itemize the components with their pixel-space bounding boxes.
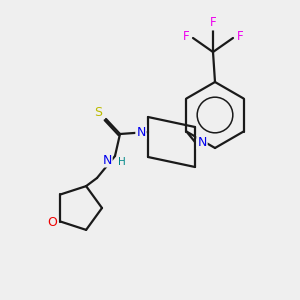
Text: N: N	[136, 125, 146, 139]
Text: F: F	[210, 16, 216, 29]
Text: F: F	[183, 29, 189, 43]
Text: S: S	[94, 106, 102, 119]
Text: O: O	[47, 216, 57, 229]
Text: N: N	[197, 136, 207, 148]
Text: N: N	[102, 154, 112, 166]
Text: H: H	[118, 157, 126, 167]
Text: F: F	[237, 29, 243, 43]
